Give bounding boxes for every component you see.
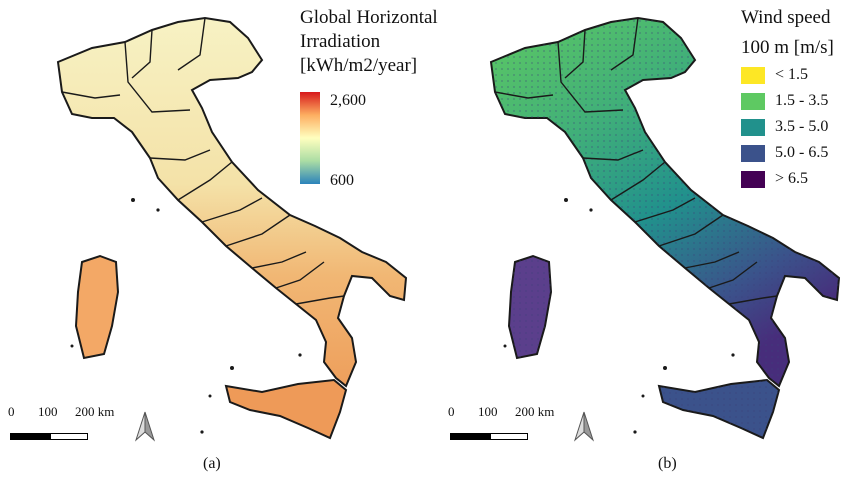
irradiation-map <box>56 16 408 440</box>
legend-title-line: 100 m [m/s] <box>741 37 834 58</box>
legend-class-row: 1.5 - 3.5 <box>741 90 828 112</box>
legend-class-row: 5.0 - 6.5 <box>741 142 828 164</box>
north-arrow-icon <box>573 411 595 442</box>
legend-title-line: Irradiation <box>300 31 381 52</box>
legend-max-label: 2,600 <box>330 92 366 109</box>
irradiation-legend-title: Global Horizontal Irradiation [kWh/m2/ye… <box>300 6 438 78</box>
legend-class-row: 3.5 - 5.0 <box>741 116 828 138</box>
scale-label-100: 100 <box>478 404 498 419</box>
legend-swatch <box>741 66 765 84</box>
caption-b: (b) <box>658 455 677 472</box>
legend-class-row: > 6.5 <box>741 168 808 190</box>
legend-swatch <box>741 144 765 162</box>
scale-bar-segment <box>10 433 50 440</box>
small-islands-a <box>70 198 302 434</box>
small-islands-b <box>503 198 735 434</box>
scale-label-200: 200 km <box>515 404 555 419</box>
sicily-a <box>224 378 348 440</box>
panel-wind-speed: Wind speed 100 m [m/s] < 1.5 1.5 - 3.5 3.5… <box>433 0 866 478</box>
irradiation-color-ramp <box>300 92 320 184</box>
legend-swatch <box>741 92 765 110</box>
legend-class-row: < 1.5 <box>741 64 808 86</box>
scale-label-200: 200 km <box>75 404 115 419</box>
legend-title-line: Global Horizontal <box>300 7 438 28</box>
legend-class-label: 5.0 - 6.5 <box>775 144 829 161</box>
sardinia-a <box>74 254 120 360</box>
legend-title-line: [kWh/m2/year] <box>300 55 418 76</box>
scale-bar-segment <box>450 433 490 440</box>
legend-class-label: 3.5 - 5.0 <box>775 118 829 135</box>
legend-swatch <box>741 118 765 136</box>
italy-mainland-b <box>489 16 841 388</box>
scale-label-0: 0 <box>8 404 15 419</box>
caption-a: (a) <box>203 455 221 472</box>
wind-legend-title: Wind speed 100 m [m/s] <box>741 6 834 60</box>
scale-bar-segment <box>50 433 88 440</box>
north-arrow-icon <box>134 411 156 442</box>
legend-class-label: < 1.5 <box>775 66 809 83</box>
legend-class-label: > 6.5 <box>775 170 809 187</box>
scale-bar-segment <box>490 433 528 440</box>
legend-class-label: 1.5 - 3.5 <box>775 92 829 109</box>
legend-title-line: Wind speed <box>741 7 831 28</box>
legend-min-label: 600 <box>330 172 354 189</box>
scale-label-100: 100 <box>38 404 58 419</box>
legend-swatch <box>741 170 765 188</box>
scale-label-0: 0 <box>448 404 455 419</box>
panel-irradiation: Global Horizontal Irradiation [kWh/m2/ye… <box>8 7 438 472</box>
wind-speed-map <box>489 16 841 440</box>
italy-mainland-a <box>56 16 408 388</box>
